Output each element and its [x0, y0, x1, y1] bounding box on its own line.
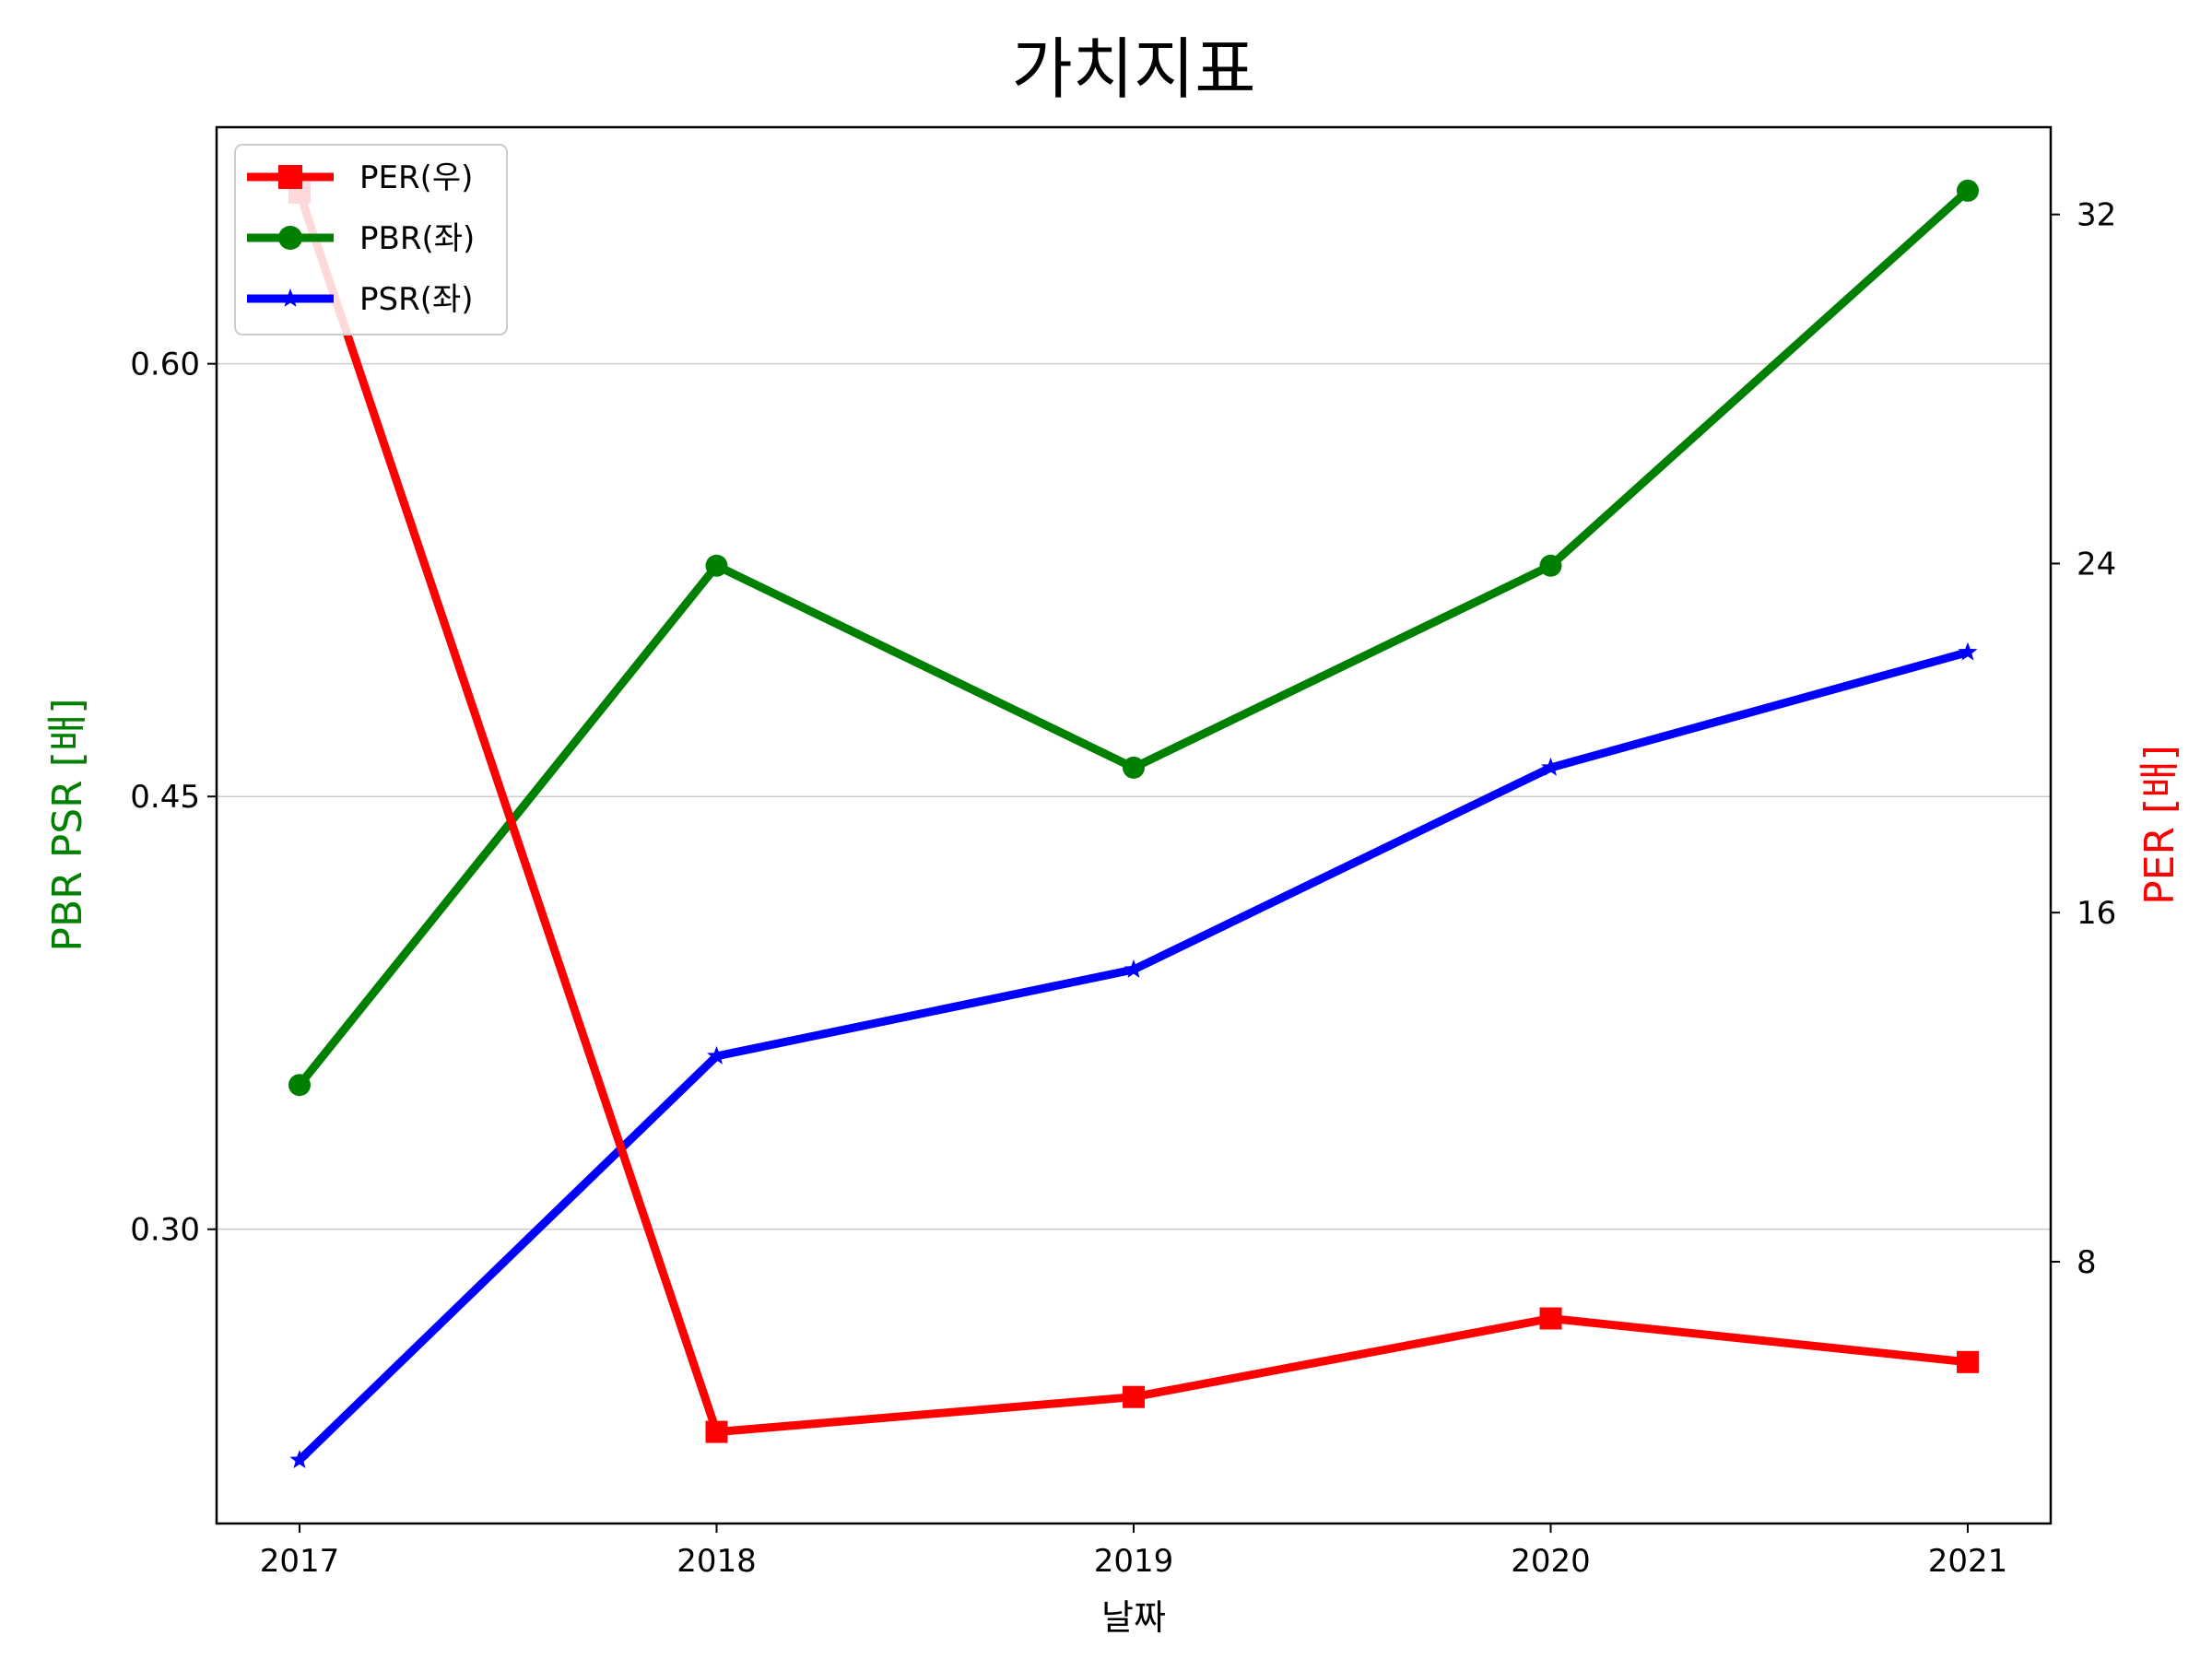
x-tick-label: 2019 — [1094, 1543, 1174, 1580]
left-y-tick-label: 0.30 — [130, 1212, 200, 1249]
data-point — [705, 554, 728, 577]
series-line — [295, 191, 1969, 1437]
legend-swatch-marker — [278, 165, 302, 189]
legend-swatch-marker — [278, 226, 302, 250]
data-point — [1123, 1385, 1145, 1408]
legend-entry-label: PBR(좌) — [359, 220, 475, 257]
grid-layer — [217, 362, 2051, 1230]
right-y-tick-label: 32 — [2077, 197, 2116, 234]
left-y-tick-label: 0.45 — [130, 779, 200, 816]
data-point — [705, 1420, 728, 1443]
legend-entry-label: PER(우) — [359, 159, 473, 196]
x-tick-label: 2018 — [677, 1543, 757, 1580]
right-y-tick-label: 8 — [2077, 1244, 2097, 1281]
left-y-tick-label: 0.60 — [130, 347, 200, 383]
data-point — [1123, 756, 1145, 779]
legend-entry-label: PSR(좌) — [359, 281, 474, 318]
x-tick-label: 2020 — [1511, 1543, 1591, 1580]
right-y-tick-label: 16 — [2077, 895, 2116, 932]
left-y-axis-label: PBR PSR [배] — [44, 698, 91, 951]
plot-area-frame — [215, 125, 2053, 1525]
data-point — [1958, 641, 1978, 661]
x-tick-label: 2021 — [1928, 1543, 2008, 1580]
data-point — [707, 1045, 726, 1065]
legend: PER(우) PBR(좌) PSR(좌) — [234, 144, 508, 335]
data-point — [1541, 757, 1560, 776]
data-point — [1957, 179, 1979, 202]
legend-swatch-marker — [280, 288, 300, 307]
axes-layer: 0.30 0.45 0.60 8 16 24 32 2017 2018 2019 2020 2021 — [130, 197, 2116, 1580]
series-layer — [288, 179, 1979, 1468]
data-point — [288, 1074, 311, 1097]
data-point — [1124, 959, 1144, 978]
series-line — [296, 187, 1971, 1088]
legend-frame — [234, 144, 508, 335]
data-point — [1539, 1307, 1562, 1330]
right-y-tick-label: 24 — [2077, 546, 2116, 582]
chart-title: 가치지표 — [1012, 30, 1256, 108]
x-axis-label: 날짜 — [1101, 1597, 1166, 1638]
right-y-axis-label: PER [배] — [2136, 745, 2183, 905]
data-point — [289, 1450, 310, 1468]
x-tick-label: 2017 — [260, 1543, 340, 1580]
data-point — [1539, 554, 1562, 577]
data-point — [1957, 1350, 1979, 1373]
